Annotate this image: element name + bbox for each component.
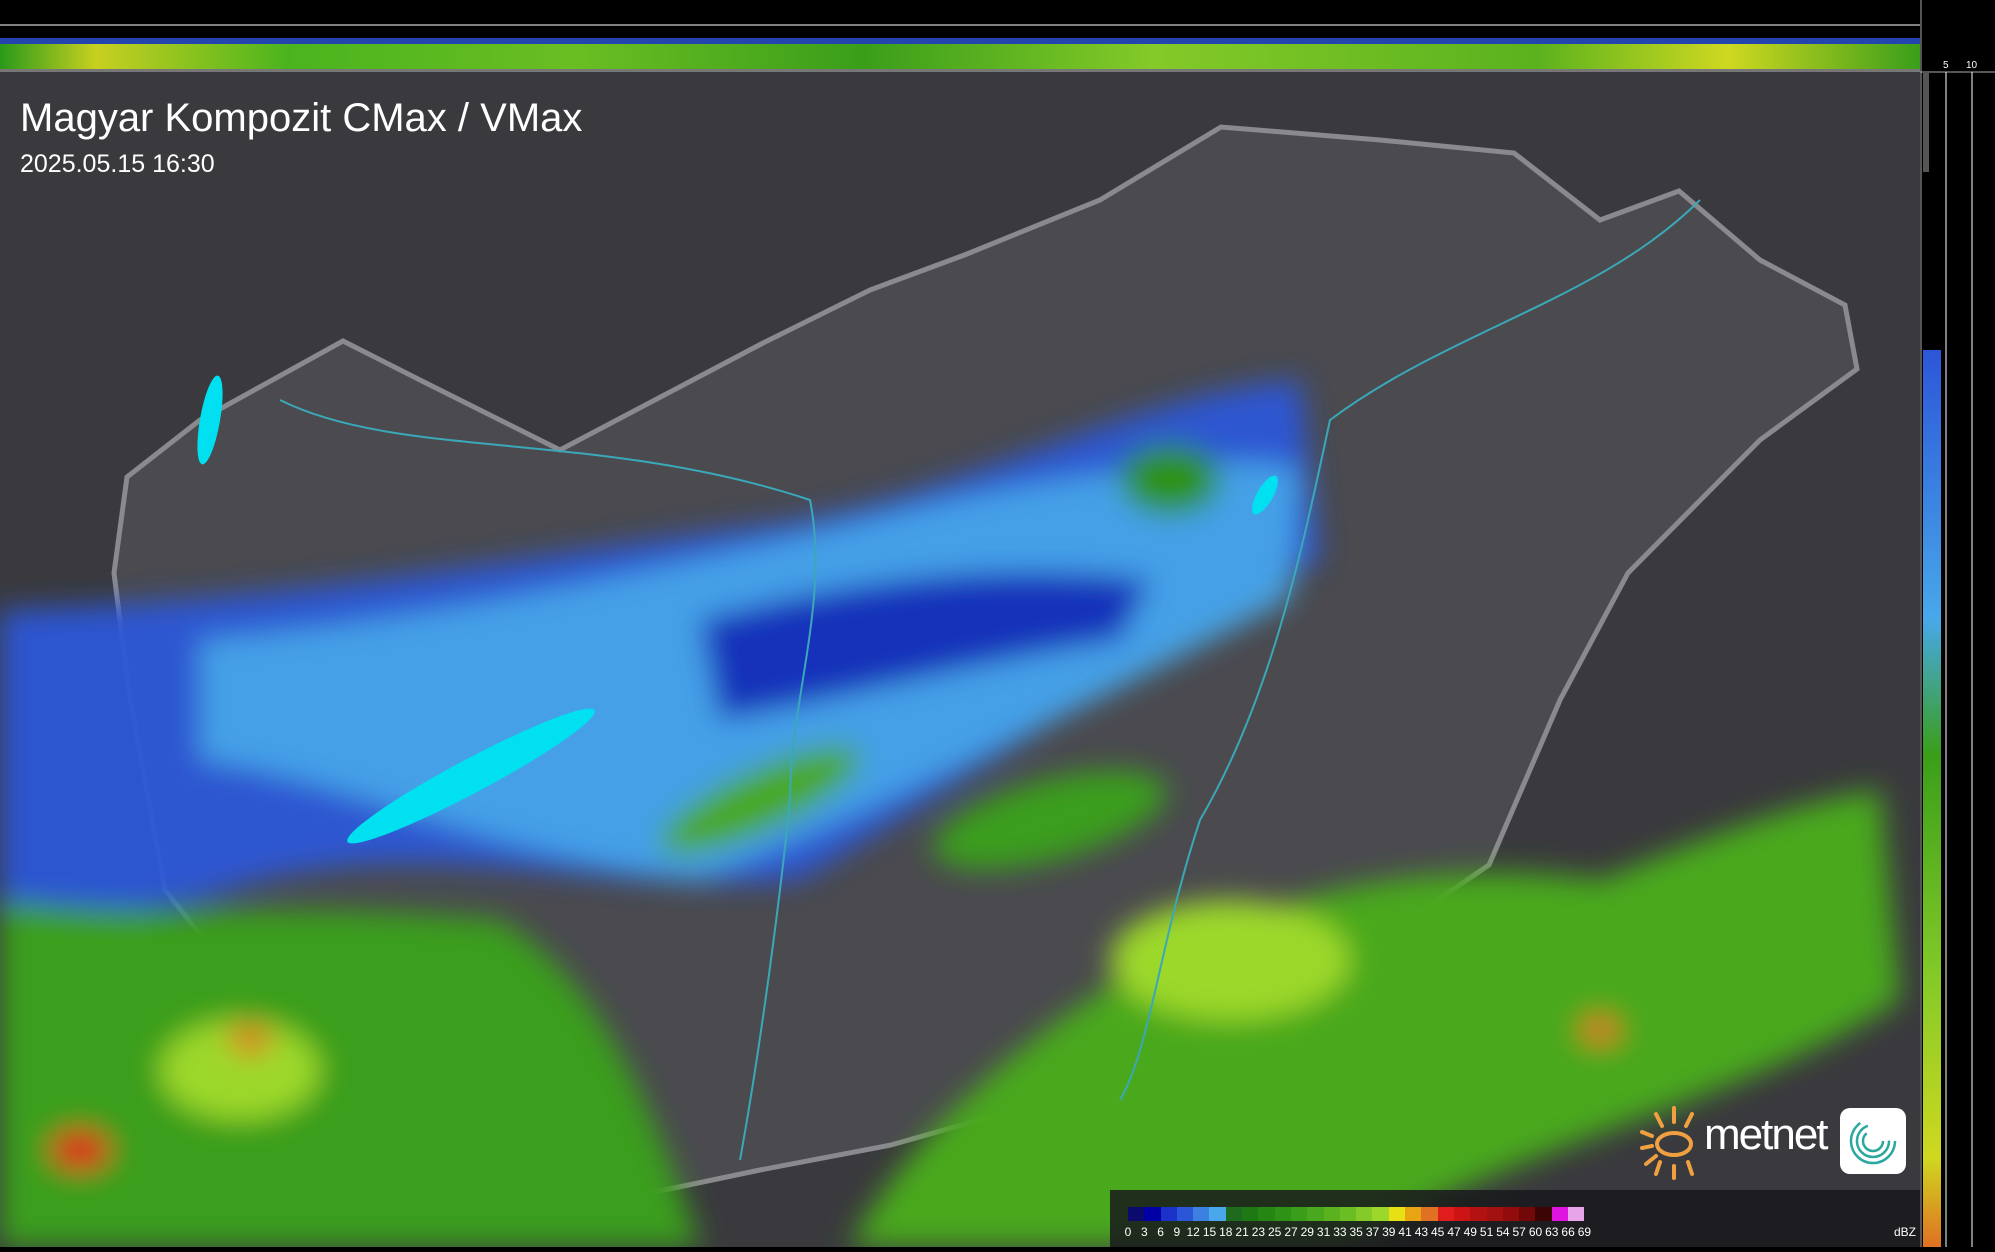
legend-swatch [1209, 1207, 1226, 1221]
legend-swatch [1372, 1207, 1389, 1221]
metnet-logo: metnet [1636, 1100, 1908, 1180]
axis-label-right-10: 10 [1966, 60, 1978, 71]
radar-map-graphic [0, 124, 1900, 1247]
legend-swatch [1339, 1207, 1357, 1221]
legend-label: 63 [1545, 1225, 1559, 1239]
legend-label: 27 [1284, 1225, 1298, 1239]
legend-swatch [1551, 1207, 1569, 1221]
radar-echoes [0, 380, 1900, 1247]
right-profile-graphic [1920, 0, 1995, 1247]
legend-label: 60 [1528, 1225, 1543, 1239]
legend-swatch [1502, 1207, 1520, 1221]
legend-swatch [1128, 1207, 1145, 1221]
legend-label: 45 [1431, 1225, 1445, 1239]
legend-label: 9 [1173, 1225, 1181, 1239]
legend-label: 23 [1251, 1225, 1266, 1239]
legend-label: 6 [1157, 1225, 1164, 1239]
vertical-profile-right-strip [1920, 0, 1995, 1247]
legend-label: 51 [1479, 1225, 1494, 1239]
echo-green-southeast [850, 790, 1900, 1247]
legend-label: 69 [1577, 1225, 1592, 1239]
legend-swatch [1568, 1207, 1585, 1221]
map-title: Magyar Kompozit CMax / VMax [20, 96, 583, 140]
legend-label: 31 [1316, 1225, 1331, 1239]
legend-swatch [1242, 1207, 1259, 1221]
legend-swatch [1486, 1207, 1503, 1221]
swirl-logo-icon [1840, 1108, 1906, 1174]
legend-label: 3 [1140, 1225, 1148, 1239]
lake-neusiedl [197, 375, 223, 465]
legend-label: 29 [1300, 1225, 1314, 1239]
legend-swatch [1258, 1207, 1275, 1221]
legend-swatch [1176, 1207, 1194, 1221]
map-timestamp: 2025.05.15 16:30 [20, 150, 215, 178]
legend-swatch [1307, 1207, 1324, 1221]
legend-unit: dBZ [1894, 1225, 1917, 1239]
legend-swatch [1470, 1207, 1487, 1221]
legend-swatch [1388, 1207, 1406, 1221]
legend-swatch [1160, 1207, 1177, 1221]
legend-label: 39 [1382, 1225, 1396, 1239]
legend-label: 18 [1219, 1225, 1233, 1239]
legend-label: 66 [1561, 1225, 1575, 1239]
legend-label: 21 [1235, 1225, 1249, 1239]
legend-label: 37 [1365, 1225, 1380, 1239]
lake-tisza [1252, 475, 1278, 515]
legend-label: 47 [1447, 1225, 1461, 1239]
legend-swatch [1405, 1207, 1422, 1221]
legend-label: 43 [1414, 1225, 1429, 1239]
legend-swatch [1437, 1207, 1454, 1221]
legend-label: 0 [1124, 1225, 1132, 1239]
legend-swatch [1519, 1207, 1536, 1221]
legend-swatch [1225, 1207, 1243, 1221]
radar-map[interactable] [0, 72, 1920, 1247]
legend-swatch [1356, 1207, 1373, 1221]
legend-swatch [1193, 1207, 1210, 1221]
legend-swatch [1323, 1207, 1340, 1221]
vertical-profile-top-strip [0, 0, 1920, 72]
legend-label: 41 [1398, 1225, 1412, 1239]
legend-label: 33 [1333, 1225, 1347, 1239]
legend-swatch [1274, 1207, 1291, 1221]
legend-label: 49 [1463, 1225, 1477, 1239]
legend-swatch [1421, 1207, 1438, 1221]
top-profile-graphic [0, 24, 1920, 72]
legend-label: 54 [1496, 1225, 1510, 1239]
sun-icon [1640, 1106, 1694, 1180]
legend-swatch [1290, 1207, 1308, 1221]
legend-label: 25 [1268, 1225, 1282, 1239]
metnet-logo-text: metnet [1704, 1110, 1829, 1159]
echo-green-south [0, 900, 700, 1247]
legend-color-bar [1128, 1207, 1585, 1221]
legend-label: 12 [1186, 1225, 1200, 1239]
legend-swatch [1453, 1207, 1471, 1221]
river-danube [279, 399, 817, 1161]
river-tisza [1119, 199, 1701, 1101]
legend-label: 15 [1202, 1225, 1217, 1239]
lake-balaton [347, 708, 595, 844]
dbz-color-legend: 0 3 6 9 12 15 18 21 23 25 27 29 31 33 35 37 39 41 43 45 47 49… [1110, 1190, 1920, 1247]
legend-label: 57 [1512, 1225, 1526, 1239]
legend-swatch [1535, 1207, 1552, 1221]
legend-label: 35 [1349, 1225, 1363, 1239]
axis-label-right-5: 5 [1943, 60, 1949, 71]
legend-swatch [1144, 1207, 1161, 1221]
